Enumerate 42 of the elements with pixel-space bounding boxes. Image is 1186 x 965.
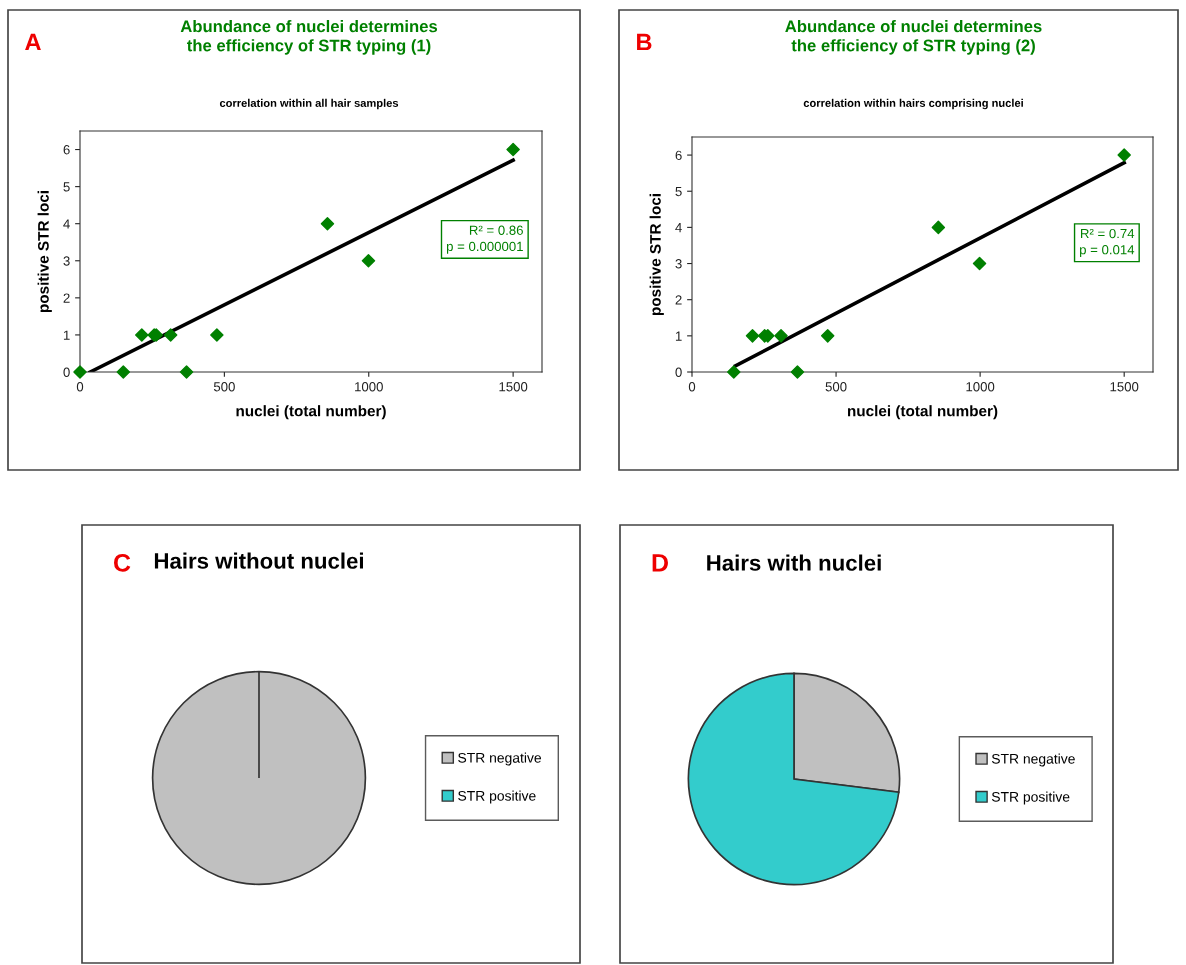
chart-subtitle: correlation within all hair samples <box>219 98 399 110</box>
annotation: R² = 0.86 p = 0.000001 <box>446 225 523 254</box>
legend-label: STR negative <box>991 753 1075 767</box>
x-tick-label: 500 <box>825 382 847 392</box>
x-tick-label: 0 <box>688 382 696 392</box>
y-tick-label: 0 <box>63 367 70 377</box>
y-tick-label: 0 <box>675 367 682 377</box>
y-axis-title: positive STR loci <box>37 191 52 313</box>
y-tick-label: 2 <box>63 293 70 303</box>
chart-subtitle: correlation within hairs comprising nuclei <box>803 98 1023 110</box>
x-tick-label: 0 <box>76 382 84 392</box>
x-tick-label: 1500 <box>1110 382 1139 392</box>
y-tick-label: 2 <box>675 295 682 305</box>
y-tick-label: 6 <box>675 150 682 160</box>
text: D <box>652 554 668 572</box>
y-axis-title: positive STR loci <box>649 194 664 316</box>
y-tick-label: 4 <box>63 219 70 229</box>
y-tick-label: 3 <box>675 259 682 269</box>
chart-title: Abundance of nuclei determines the efficiency of STR typing (1) <box>180 20 438 55</box>
legend-label: STR negative <box>458 752 542 766</box>
chart-title: Hairs without nuclei <box>154 552 363 569</box>
x-tick-label: 500 <box>213 382 235 392</box>
y-tick-label: 1 <box>63 330 70 340</box>
legend-label: STR positive <box>991 791 1070 805</box>
annotation: R² = 0.74 p = 0.014 <box>1080 228 1135 257</box>
text: B <box>637 33 652 51</box>
x-tick-label: 1000 <box>966 382 995 392</box>
text: C <box>114 554 131 572</box>
x-tick-label: 1000 <box>355 382 383 392</box>
chart-title: Hairs with nuclei <box>707 554 881 571</box>
y-tick-label: 3 <box>63 256 70 266</box>
x-tick-label: 1500 <box>499 382 528 392</box>
y-tick-label: 5 <box>63 182 70 192</box>
y-tick-label: 5 <box>675 186 682 197</box>
y-tick-label: 6 <box>63 145 70 155</box>
chart-title: Abundance of nuclei determines the efficiency of STR typing (2) <box>785 20 1042 55</box>
x-axis-title: nuclei (total number) <box>847 405 998 420</box>
legend-label: STR positive <box>458 790 536 804</box>
x-axis-title: nuclei (total number) <box>236 405 386 420</box>
y-tick-label: 1 <box>675 331 682 341</box>
text: A <box>25 33 41 51</box>
y-tick-label: 4 <box>675 223 682 233</box>
